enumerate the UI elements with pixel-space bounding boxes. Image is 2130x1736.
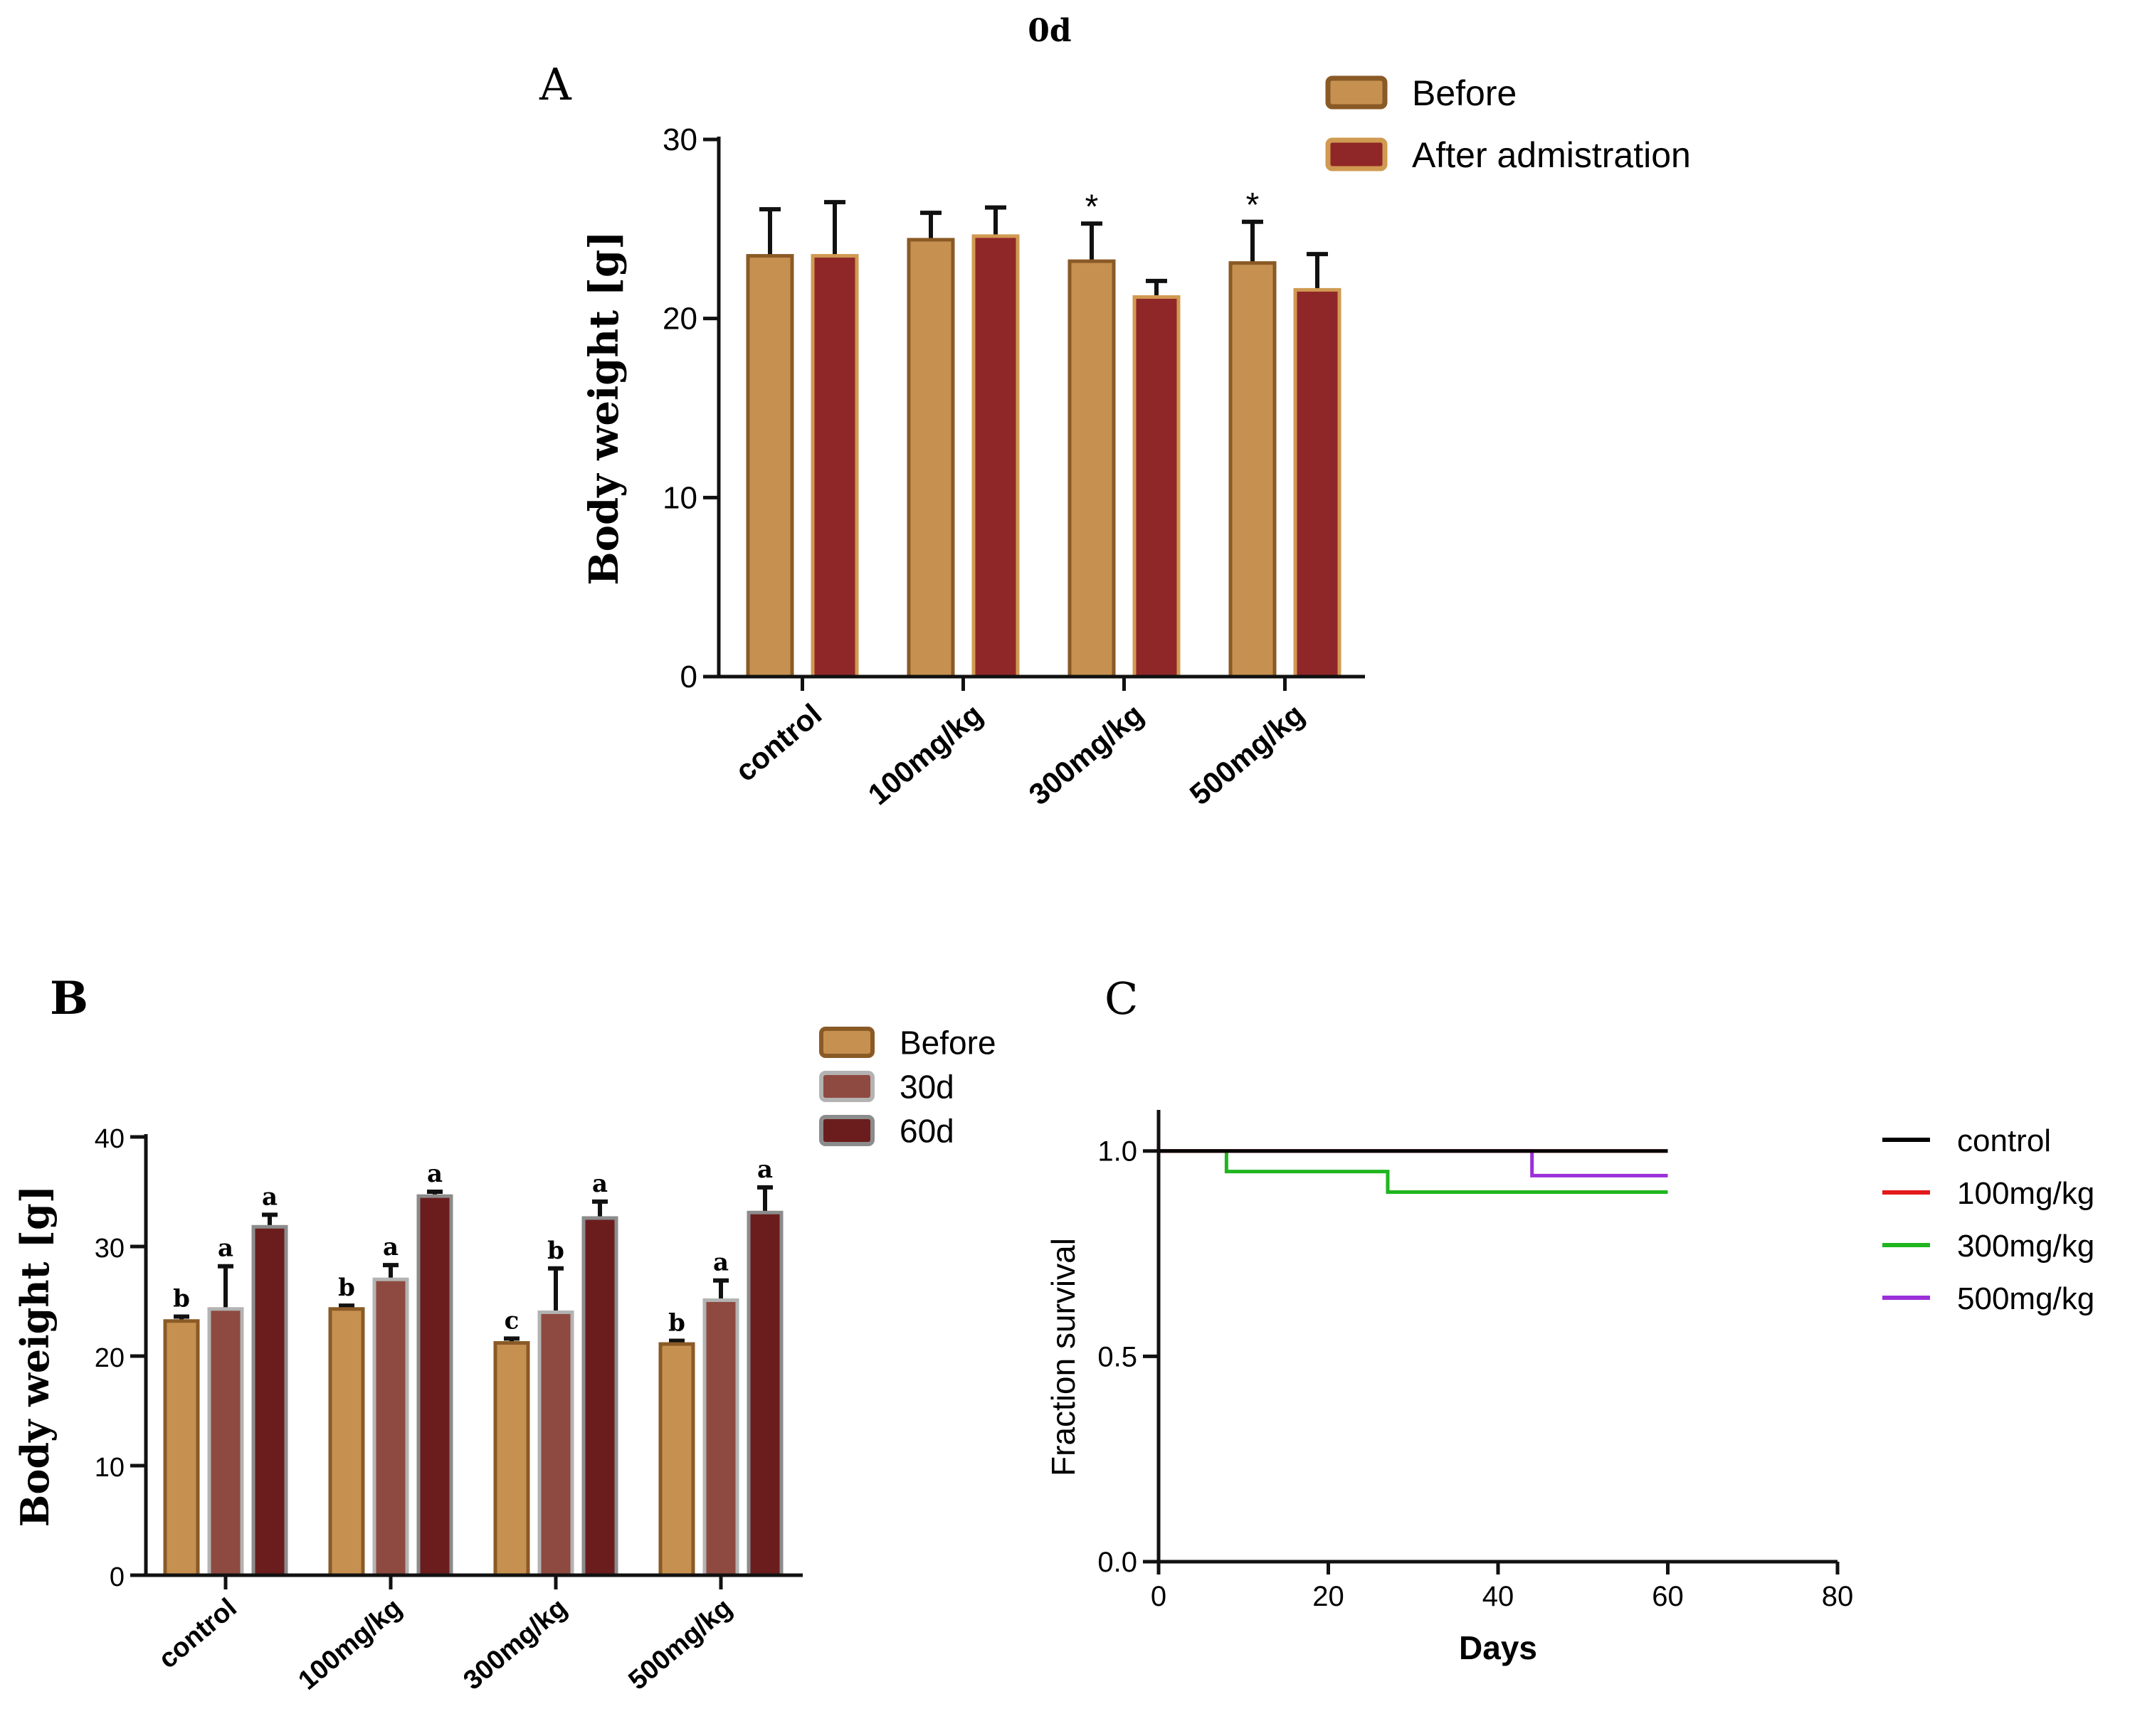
x-tick-label-500mg-kg: 500mg/kg — [623, 1593, 737, 1696]
c-x-tick-label-80: 80 — [1822, 1581, 1854, 1612]
bar-control-before — [163, 1319, 200, 1577]
bar-300mg-kg-60d — [581, 1216, 618, 1577]
c-y-axis-title: Fraction survival — [1045, 1238, 1082, 1476]
legend-swatch-before — [1325, 75, 1388, 110]
panel-c-label: C — [1104, 973, 1138, 1025]
bar-300mg-kg-after-admistration — [1132, 295, 1181, 679]
bar-500mg-kg-before — [1228, 261, 1277, 679]
y-tick-label-20: 20 — [95, 1343, 125, 1373]
legend-swatch-30d — [819, 1071, 875, 1102]
c-x-tick-label-20: 20 — [1312, 1581, 1344, 1612]
bar-500mg-kg-60d — [747, 1210, 784, 1577]
panel-b-label: B — [50, 972, 88, 1025]
bar-control-30d — [207, 1307, 244, 1577]
legend-label-before: Before — [1412, 73, 1517, 113]
sig-letter-100mg-kg-60d: a — [427, 1160, 443, 1188]
x-tick-label-control: control — [729, 697, 828, 788]
bar-500mg-kg-before — [658, 1342, 695, 1577]
c-x-tick-label-40: 40 — [1482, 1581, 1514, 1612]
bar-300mg-kg-30d — [537, 1310, 574, 1577]
sig-letter-500mg-kg-30d: a — [713, 1249, 729, 1277]
legend-swatch-before — [819, 1027, 875, 1058]
significance-star-300mg-kg: * — [1085, 188, 1099, 226]
bar-300mg-kg-before — [1067, 259, 1116, 679]
c-legend-label-control: control — [1957, 1123, 2051, 1158]
sig-letter-control-30d: a — [218, 1234, 233, 1263]
sig-letter-control-before: b — [173, 1285, 190, 1313]
x-tick-label-300mg-kg: 300mg/kg — [1023, 697, 1150, 812]
c-x-axis-title: Days — [1459, 1629, 1537, 1666]
y-tick-label-10: 10 — [663, 480, 697, 515]
c-y-tick-label-2: 1.0 — [1097, 1136, 1137, 1168]
sig-letter-500mg-kg-before: b — [668, 1308, 685, 1337]
c-y-tick-label-0: 0.0 — [1097, 1547, 1137, 1578]
legend-label-before: Before — [900, 1025, 996, 1062]
x-tick-label-control: control — [153, 1593, 243, 1675]
c-legend-label-500mg-kg: 500mg/kg — [1957, 1281, 2094, 1316]
bar-control-after-admistration — [811, 254, 859, 679]
panel-a: A * * 0 10 20 30 control 100mg/kg 300mg/kg 500mg… — [539, 58, 1691, 811]
legend-swatch-after-admistration — [1325, 137, 1388, 171]
panel-c: C 0.0 0.5 1.0 0 20 40 60 80 Days Fraction surviva… — [1045, 973, 2094, 1666]
bar-500mg-kg-after-admistration — [1293, 287, 1341, 679]
sig-letter-300mg-kg-60d: a — [592, 1170, 608, 1198]
bar-control-before — [746, 254, 794, 679]
legend-label-60d: 60d — [900, 1113, 954, 1150]
y-tick-label-10: 10 — [95, 1453, 125, 1483]
panel-a-label: A — [539, 58, 572, 110]
sig-letter-100mg-kg-before: b — [338, 1274, 355, 1302]
y-tick-label-30: 30 — [663, 122, 697, 157]
x-tick-label-100mg-kg: 100mg/kg — [292, 1593, 407, 1696]
legend-label-after-admistration: After admistration — [1412, 135, 1691, 175]
y-tick-label-30: 30 — [95, 1234, 125, 1264]
y-tick-label-0: 0 — [110, 1562, 125, 1592]
bar-100mg-kg-after-admistration — [971, 234, 1020, 679]
legend-swatch-60d — [819, 1115, 875, 1146]
c-legend-label-100mg-kg: 100mg/kg — [1957, 1176, 2094, 1211]
sig-letter-500mg-kg-60d: a — [757, 1155, 773, 1184]
bar-100mg-kg-60d — [416, 1194, 453, 1577]
sig-letter-100mg-kg-30d: a — [383, 1233, 399, 1261]
c-legend-label-300mg-kg: 300mg/kg — [1957, 1229, 2094, 1264]
sig-letter-300mg-kg-30d: b — [547, 1237, 564, 1265]
bar-100mg-kg-before — [328, 1307, 365, 1577]
c-y-tick-label-1: 0.5 — [1097, 1341, 1137, 1372]
y-axis-title: Body weight [g] — [581, 231, 628, 585]
y-tick-label-0: 0 — [680, 660, 697, 694]
legend-label-30d: 30d — [900, 1069, 954, 1106]
x-tick-label-500mg-kg: 500mg/kg — [1183, 697, 1311, 812]
survival-line-300mg-kg — [1159, 1149, 1668, 1194]
sig-letter-control-60d: a — [262, 1182, 278, 1211]
y-tick-label-40: 40 — [95, 1124, 125, 1154]
y-tick-label-20: 20 — [663, 302, 697, 337]
c-x-tick-label-60: 60 — [1652, 1581, 1684, 1612]
bar-100mg-kg-before — [907, 238, 955, 679]
significance-star-500mg-kg: * — [1246, 186, 1260, 224]
x-tick-label-300mg-kg: 300mg/kg — [458, 1593, 572, 1696]
bar-control-60d — [251, 1224, 288, 1577]
bar-500mg-kg-30d — [702, 1298, 739, 1577]
figure-title: 0d — [1028, 13, 1071, 49]
c-x-tick-label-0: 0 — [1151, 1581, 1166, 1612]
x-tick-label-100mg-kg: 100mg/kg — [862, 697, 989, 812]
bar-300mg-kg-before — [493, 1341, 530, 1577]
bar-100mg-kg-30d — [372, 1277, 409, 1577]
sig-letter-300mg-kg-before: c — [505, 1306, 520, 1335]
y-axis-title: Body weight [g] — [12, 1185, 58, 1528]
